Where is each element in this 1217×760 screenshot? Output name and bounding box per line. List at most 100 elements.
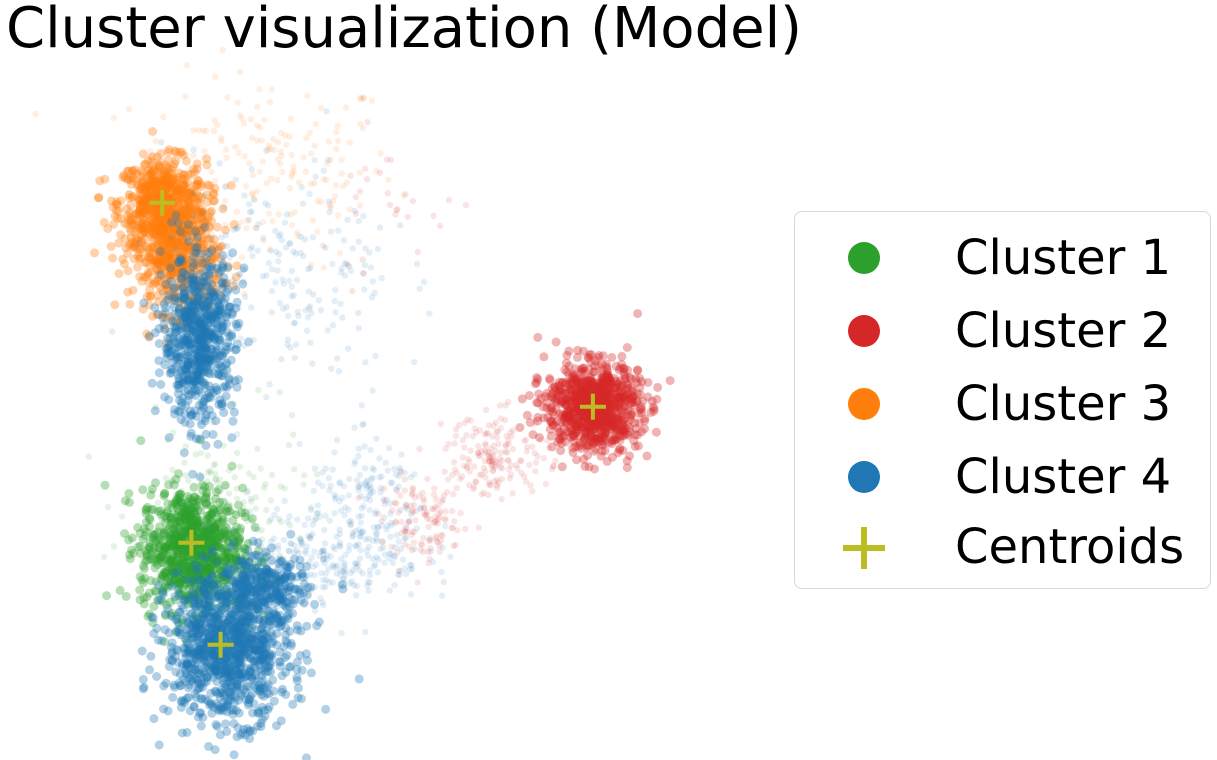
data-point	[138, 149, 148, 159]
data-point	[168, 175, 178, 185]
data-point	[138, 176, 148, 185]
data-point	[178, 175, 188, 185]
data-point	[127, 192, 137, 202]
data-point	[329, 466, 336, 473]
data-point	[224, 94, 231, 101]
data-point	[163, 604, 173, 614]
data-point	[192, 232, 202, 242]
data-point	[268, 86, 275, 93]
data-point	[147, 160, 157, 170]
data-point	[154, 230, 164, 240]
data-point	[128, 166, 138, 176]
data-point	[246, 209, 254, 216]
data-point	[151, 278, 161, 288]
data-point	[283, 211, 291, 218]
data-point	[336, 539, 344, 546]
data-point	[127, 220, 137, 230]
data-point	[156, 225, 166, 235]
data-point	[126, 175, 136, 185]
data-point	[373, 435, 380, 442]
data-point	[252, 224, 260, 232]
data-point	[164, 219, 174, 229]
data-point	[355, 452, 362, 460]
data-point	[133, 179, 143, 189]
data-point	[378, 473, 385, 480]
data-point	[187, 169, 196, 179]
data-point	[168, 234, 175, 241]
data-point	[182, 93, 189, 100]
data-point	[142, 224, 152, 233]
data-point	[242, 183, 250, 190]
data-point	[109, 328, 116, 335]
data-point	[333, 355, 341, 362]
data-point	[242, 561, 252, 571]
data-point	[145, 181, 155, 191]
data-point	[266, 381, 273, 388]
data-point	[167, 230, 177, 240]
data-point	[314, 502, 321, 509]
data-point	[387, 533, 394, 540]
data-point	[212, 73, 219, 80]
data-point	[152, 224, 162, 234]
data-point	[165, 242, 175, 252]
data-point	[116, 214, 126, 224]
data-point	[178, 228, 188, 238]
data-point	[387, 479, 394, 486]
data-point	[189, 482, 199, 492]
data-point	[182, 217, 192, 227]
data-point	[150, 328, 160, 338]
data-point	[336, 498, 343, 505]
data-point	[349, 529, 356, 536]
data-point	[163, 222, 173, 232]
data-point	[161, 160, 171, 170]
data-point	[311, 517, 318, 524]
data-point	[135, 541, 145, 551]
data-point	[201, 147, 208, 155]
data-point	[398, 451, 405, 458]
data-point	[143, 182, 152, 192]
data-point	[164, 236, 174, 245]
data-point	[399, 556, 407, 563]
data-point	[317, 198, 325, 206]
data-point	[204, 211, 214, 221]
data-point	[132, 234, 141, 244]
data-point	[190, 638, 199, 648]
data-point	[210, 196, 219, 206]
data-point	[299, 200, 307, 207]
data-point	[195, 619, 205, 629]
data-point	[179, 595, 188, 604]
data-point	[147, 378, 157, 388]
data-point	[142, 221, 152, 231]
data-point	[292, 341, 300, 348]
data-point	[287, 240, 294, 247]
data-point	[220, 568, 230, 578]
data-point	[188, 291, 198, 301]
data-point	[160, 175, 170, 185]
data-point	[244, 337, 253, 347]
data-point	[402, 535, 410, 542]
data-point	[301, 236, 309, 243]
data-point	[147, 157, 157, 167]
data-point	[207, 193, 214, 201]
data-point	[296, 626, 306, 636]
data-point	[209, 189, 219, 199]
data-point	[170, 182, 180, 192]
data-point	[174, 168, 184, 178]
data-point	[173, 198, 183, 208]
data-point	[139, 184, 149, 194]
data-point	[171, 155, 181, 165]
data-point	[204, 302, 214, 312]
data-point	[235, 149, 242, 156]
data-point	[281, 219, 289, 226]
data-point	[360, 95, 367, 102]
data-point	[151, 179, 161, 189]
data-point	[302, 590, 312, 600]
data-point	[164, 181, 174, 191]
data-point	[327, 482, 334, 489]
data-point	[315, 297, 322, 304]
data-point	[194, 220, 204, 230]
data-point	[154, 223, 164, 233]
data-point	[189, 649, 199, 659]
data-point	[125, 190, 133, 198]
data-point	[187, 193, 197, 203]
